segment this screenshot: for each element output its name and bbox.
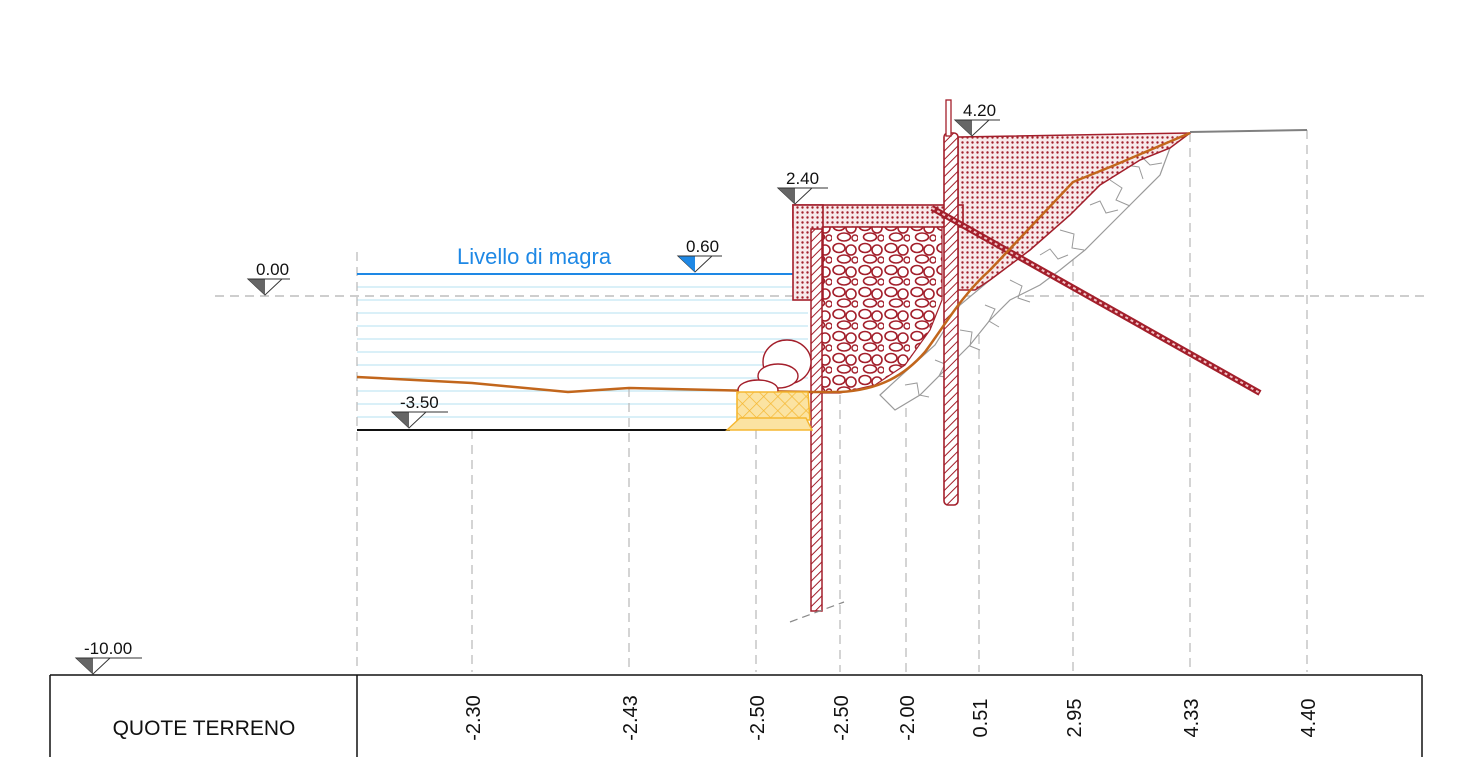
level-label-datum: -10.00 [84,639,132,658]
pile-toe-mark [789,601,845,623]
anchor-tie-rod-pattern [931,207,1261,394]
elevation-columns: -2.30 -2.43 -2.50 -2.50 -2.00 0.51 2.95 … [463,695,1320,741]
level-marker-low-water: 0.60 [676,237,722,273]
front-sheet-pile [810,228,823,612]
level-marker-quay-top: 2.40 [776,169,828,205]
elevation-value: -2.43 [620,695,642,741]
toe-gabion [736,391,811,421]
level-label-zero: 0.00 [256,260,289,279]
elevation-value: -2.50 [747,695,769,741]
elevation-value: -2.30 [463,695,485,741]
elevation-value: -2.50 [831,695,853,741]
elevation-value: 4.33 [1181,699,1203,738]
vertical-guides [356,130,1308,672]
level-marker-wall-top: 4.20 [953,101,1000,137]
toe-gabion-base [725,417,814,431]
rock-texture [904,154,1163,398]
level-label-low-water: 0.60 [686,237,719,256]
level-label-wall-top: 4.20 [963,101,996,120]
water-level-label: Livello di magra [457,244,612,269]
wall-post [945,99,952,137]
level-marker-bed: -3.50 [390,393,448,429]
level-marker-datum: -10.00 [74,639,142,675]
elevation-value: 4.40 [1298,699,1320,738]
level-marker-zero: 0.00 [246,260,290,296]
terrain-surface [1189,129,1308,133]
elevation-value: -2.00 [897,695,919,741]
level-label-quay-top: 2.40 [786,169,819,188]
elevation-table: QUOTE TERRENO [49,674,1423,757]
upper-wall [943,132,959,506]
level-label-bed: -3.50 [400,393,439,412]
table-row-label: QUOTE TERRENO [113,717,296,740]
elevation-value: 2.95 [1064,699,1086,738]
ground-profile [356,131,1191,394]
elevation-value: 0.51 [970,699,992,738]
